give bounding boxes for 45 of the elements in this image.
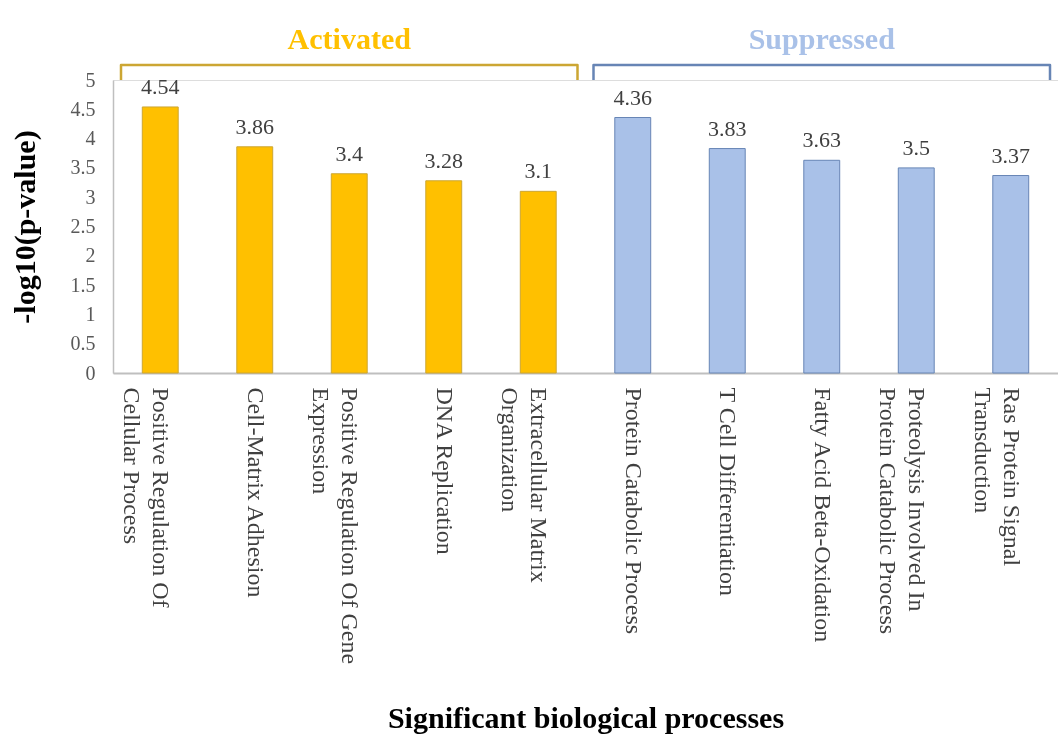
x-tick-label: Positive Regulation Of Gene Expression <box>308 387 364 665</box>
y-tick-label: 4 <box>85 127 96 150</box>
text: Activated <box>287 22 412 55</box>
x-tick-label: DNA Replication <box>431 387 458 555</box>
bar <box>236 146 274 374</box>
data-label: 3.86 <box>235 113 274 139</box>
y-tick-label: 0 <box>85 361 96 384</box>
data-label: 3.1 <box>524 158 552 184</box>
x-tick-label: Fatty Acid Beta-Oxidation <box>809 387 836 643</box>
bar <box>992 175 1030 374</box>
x-tick-label: Cell-Matrix Adhesion <box>242 387 269 598</box>
x-tick-label: Proteolysis Involved In Protein Catabolic Process <box>875 387 931 635</box>
y-tick-label: 3.5 <box>70 156 96 179</box>
x-tick-label: Positive Regulation Of Cellular Process <box>119 387 175 608</box>
x-axis-title: Significant biological processes <box>387 700 785 734</box>
y-tick-label: 2 <box>85 244 96 267</box>
y-axis-title: -log10(p-value) <box>7 130 42 324</box>
data-label: 4.54 <box>141 73 180 99</box>
text: Suppressed <box>748 22 896 55</box>
bar <box>425 180 463 374</box>
x-tick-label: T Cell Differentiation <box>715 387 742 596</box>
data-label: 3.37 <box>991 142 1030 168</box>
data-label: 3.5 <box>902 134 930 160</box>
y-tick-label: 0.5 <box>70 332 96 355</box>
y-tick-label: 4.5 <box>70 97 96 120</box>
bar <box>330 173 368 374</box>
x-tick-label: Ras Protein Signal Transduction <box>969 387 1025 567</box>
data-label: 3.28 <box>424 147 463 173</box>
y-tick-label: 1.5 <box>70 273 96 296</box>
y-tick-label: 5 <box>85 68 96 91</box>
data-label: 3.63 <box>802 127 841 153</box>
y-tick-label: 1 <box>85 302 96 325</box>
bar <box>708 148 746 374</box>
bar <box>803 159 841 374</box>
y-tick-label: 2.5 <box>70 215 96 237</box>
data-label: 3.4 <box>335 140 363 166</box>
bar <box>614 117 652 374</box>
bar <box>897 167 935 374</box>
bar <box>519 190 557 374</box>
x-tick-label: Protein Catabolic Process <box>620 387 647 635</box>
y-tick-label: 3 <box>85 185 96 208</box>
data-label: 4.36 <box>613 84 652 110</box>
x-tick-label: Extracellular Matrix Organization <box>497 387 553 583</box>
bar <box>141 106 179 374</box>
data-label: 3.83 <box>708 115 747 141</box>
